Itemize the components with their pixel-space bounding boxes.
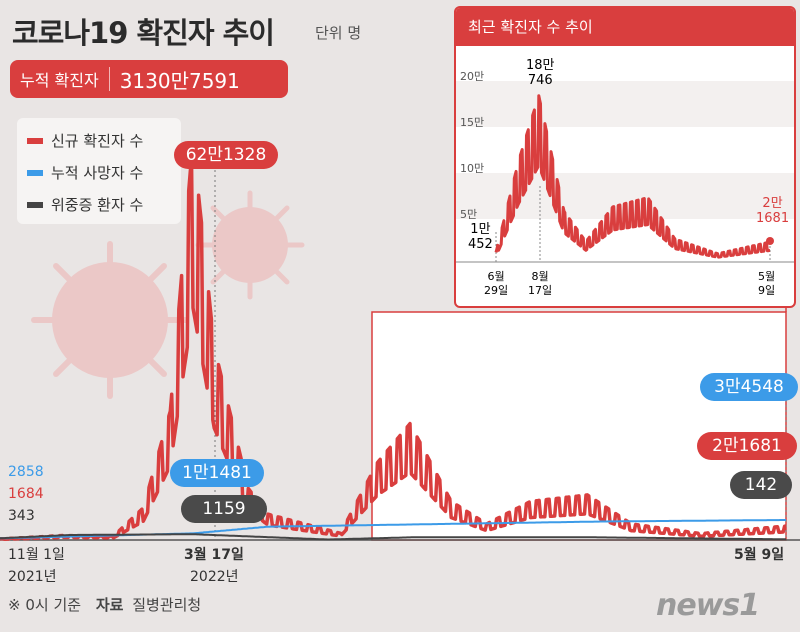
- deaths-end-label: 3만4548: [700, 373, 798, 401]
- critical-end-label: 142: [730, 471, 792, 499]
- inset-start-label: 1만 452: [468, 222, 493, 252]
- inset-xlabel-peak: 8월 17일: [528, 270, 552, 298]
- critical-mid-label: 1159: [181, 495, 267, 523]
- legend: 신규 확진자 수 누적 사망자 수 위중증 환자 수: [17, 118, 181, 224]
- inset-peak-label: 18만 746: [526, 58, 555, 88]
- inset-title: 최근 확진자 수 추이: [456, 8, 794, 46]
- deaths-mid-label: 1만1481: [170, 459, 264, 487]
- footer-source: 질병관리청: [132, 596, 202, 614]
- unit-label: 단위 명: [315, 24, 362, 42]
- inset-band: [456, 81, 794, 127]
- new-cases-series: [0, 155, 787, 541]
- cumulative-badge: 누적 확진자 3130만7591: [10, 60, 288, 98]
- legend-swatch-critical: [27, 201, 43, 208]
- inset-ytick: 5만: [460, 208, 478, 221]
- legend-item-new: 신규 확진자 수: [27, 130, 143, 151]
- legend-label-critical: 위중증 환자 수: [51, 196, 144, 214]
- inset-start-label-bottom: 452: [468, 237, 493, 252]
- virus-icon: [31, 241, 189, 399]
- inset-xlabel-start-day: 29일: [484, 284, 509, 297]
- legend-item-deaths: 누적 사망자 수: [27, 162, 143, 183]
- critical-series: [0, 533, 786, 541]
- inset-end-label: 2만 1681: [756, 196, 789, 226]
- inset-ytick: 10만: [460, 162, 485, 175]
- x-label-start-day: 11월 1일: [8, 547, 65, 563]
- legend-swatch-new: [27, 137, 43, 144]
- virus-icon: [195, 190, 305, 300]
- footer-basis: ※ 0시 기준: [8, 596, 82, 614]
- footer-source-label: 자료: [95, 596, 124, 614]
- inset-xlabel-start-month: 6월: [487, 270, 505, 283]
- inset-end-label-top: 2만: [762, 196, 783, 211]
- start-critical-label: 343: [8, 508, 35, 524]
- inset-end-label-bottom: 1681: [756, 211, 790, 226]
- inset-xlabel-peak-day: 17일: [528, 284, 553, 297]
- inset-ytick: 20만: [460, 70, 485, 83]
- chart-title: 코로나19 확진자 추이: [12, 16, 275, 50]
- inset-chart: 최근 확진자 수 추이 20만 15만 10만 5만 18만 746 1만 45…: [454, 6, 796, 308]
- cumulative-value: 3130만7591: [119, 68, 240, 93]
- cumulative-divider: [108, 67, 110, 91]
- x-label-start-year: 2021년: [8, 569, 57, 585]
- inset-plot: [456, 81, 794, 263]
- inset-xlabel-start: 6월 29일: [484, 270, 508, 298]
- footer-note: ※ 0시 기준 자료 질병관리청: [8, 594, 201, 615]
- peak-new-label: 62만1328: [174, 141, 278, 169]
- news1-logo: news1: [656, 588, 760, 623]
- inset-xlabel-end-day: 9일: [758, 284, 776, 297]
- legend-label-new: 신규 확진자 수: [51, 132, 144, 150]
- x-label-mid-day: 3월 17일: [184, 547, 244, 563]
- x-label-mid-year: 2022년: [190, 569, 239, 585]
- x-label-end-day: 5월 9일: [734, 547, 785, 563]
- cumulative-label: 누적 확진자: [20, 71, 99, 90]
- start-deaths-label: 2858: [8, 464, 44, 480]
- inset-end-point: [766, 237, 774, 245]
- inset-xlabel-end: 5월 9일: [758, 270, 775, 298]
- virus-decoration: [31, 190, 305, 399]
- start-new-label: 1684: [8, 486, 44, 502]
- legend-item-critical: 위중증 환자 수: [27, 194, 143, 215]
- legend-label-deaths: 누적 사망자 수: [51, 164, 144, 182]
- inset-peak-label-bottom: 746: [527, 73, 553, 88]
- inset-new-cases-series: [494, 94, 771, 259]
- legend-swatch-deaths: [27, 169, 43, 176]
- inset-xlabel-end-month: 5월: [758, 270, 776, 283]
- inset-peak-label-top: 18만: [526, 58, 555, 73]
- inset-xlabel-peak-month: 8월: [531, 270, 549, 283]
- inset-start-label-top: 1만: [470, 222, 491, 237]
- new-end-label: 2만1681: [697, 432, 797, 460]
- inset-ytick: 15만: [460, 116, 485, 129]
